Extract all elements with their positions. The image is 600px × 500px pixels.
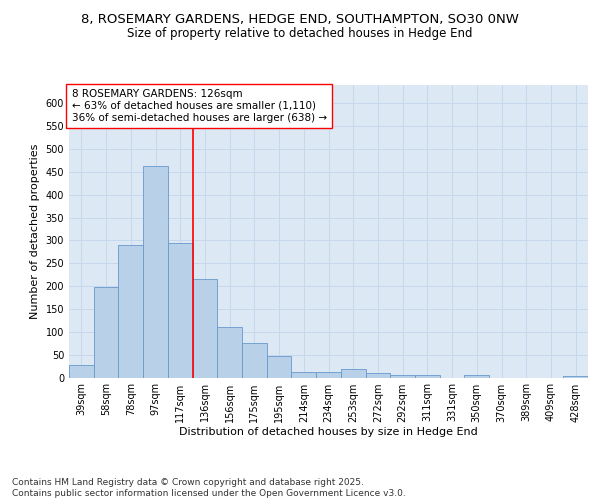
Text: 8, ROSEMARY GARDENS, HEDGE END, SOUTHAMPTON, SO30 0NW: 8, ROSEMARY GARDENS, HEDGE END, SOUTHAMP…: [81, 12, 519, 26]
Bar: [242, 343, 267, 378]
Text: Contains HM Land Registry data © Crown copyright and database right 2025.
Contai: Contains HM Land Registry data © Crown c…: [12, 478, 406, 498]
Bar: [292, 372, 316, 378]
Bar: [390, 375, 415, 378]
Bar: [143, 166, 168, 378]
Bar: [118, 245, 143, 378]
Bar: [365, 374, 390, 378]
Bar: [168, 242, 193, 378]
X-axis label: Distribution of detached houses by size in Hedge End: Distribution of detached houses by size …: [179, 428, 478, 438]
Bar: [415, 375, 440, 378]
Bar: [94, 288, 118, 378]
Bar: [193, 279, 217, 378]
Bar: [341, 370, 365, 378]
Text: 8 ROSEMARY GARDENS: 126sqm
← 63% of detached houses are smaller (1,110)
36% of s: 8 ROSEMARY GARDENS: 126sqm ← 63% of deta…: [71, 90, 327, 122]
Bar: [563, 376, 588, 378]
Bar: [217, 327, 242, 378]
Bar: [464, 375, 489, 378]
Bar: [69, 364, 94, 378]
Text: Size of property relative to detached houses in Hedge End: Size of property relative to detached ho…: [127, 28, 473, 40]
Bar: [316, 372, 341, 378]
Y-axis label: Number of detached properties: Number of detached properties: [30, 144, 40, 319]
Bar: [267, 356, 292, 378]
